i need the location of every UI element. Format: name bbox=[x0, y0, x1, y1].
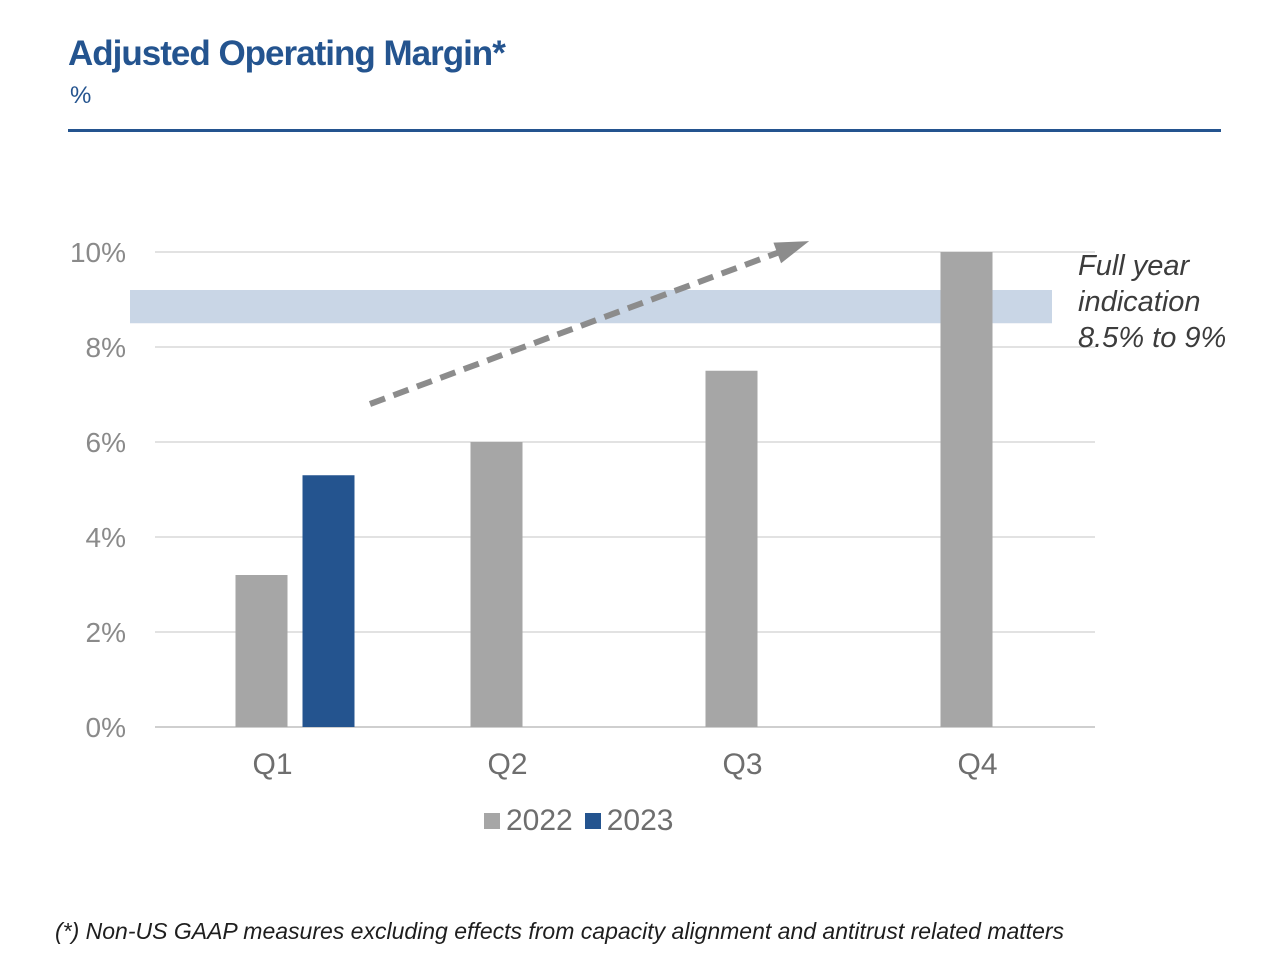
chart-title: Adjusted Operating Margin* bbox=[68, 34, 506, 73]
y-tick-label: 8% bbox=[86, 332, 126, 363]
bar-2022-Q1 bbox=[235, 575, 288, 727]
trend-arrow-head bbox=[773, 241, 810, 264]
chart-unit-subtitle: % bbox=[70, 82, 92, 109]
y-tick-label: 10% bbox=[70, 237, 126, 268]
legend-item-2023: 2023 bbox=[584, 804, 674, 838]
chart-legend: 2022 2023 bbox=[484, 804, 686, 838]
footnote: (*) Non-US GAAP measures excluding effec… bbox=[55, 918, 1065, 944]
y-tick-label: 4% bbox=[86, 522, 126, 553]
indication-band bbox=[130, 290, 1052, 324]
annotation-line-1: Full year bbox=[1078, 250, 1190, 282]
legend-item-2022: 2022 bbox=[484, 804, 573, 838]
x-tick-label: Q1 bbox=[252, 748, 292, 781]
bar-2022-Q2 bbox=[470, 442, 523, 727]
y-tick-label: 6% bbox=[86, 427, 126, 458]
x-tick-label: Q2 bbox=[487, 748, 527, 781]
full-year-indication-annotation: Full year indication 8.5% to 9% bbox=[1078, 248, 1226, 356]
annotation-line-3: 8.5% to 9% bbox=[1078, 322, 1227, 354]
legend-label-2023: 2023 bbox=[606, 804, 674, 837]
title-divider bbox=[68, 129, 1221, 132]
y-tick-label: 2% bbox=[86, 617, 126, 648]
bar-2022-Q3 bbox=[705, 370, 758, 727]
legend-swatch-2022 bbox=[484, 813, 500, 829]
x-tick-label: Q3 bbox=[722, 748, 762, 781]
bar-2023-Q1 bbox=[302, 475, 355, 727]
legend-swatch-2023 bbox=[584, 813, 601, 829]
y-tick-label: 0% bbox=[86, 712, 126, 743]
annotation-line-2: indication bbox=[1078, 286, 1201, 318]
bar-2022-Q4 bbox=[940, 252, 993, 727]
x-tick-label: Q4 bbox=[957, 748, 997, 781]
legend-label-2022: 2022 bbox=[506, 804, 573, 837]
